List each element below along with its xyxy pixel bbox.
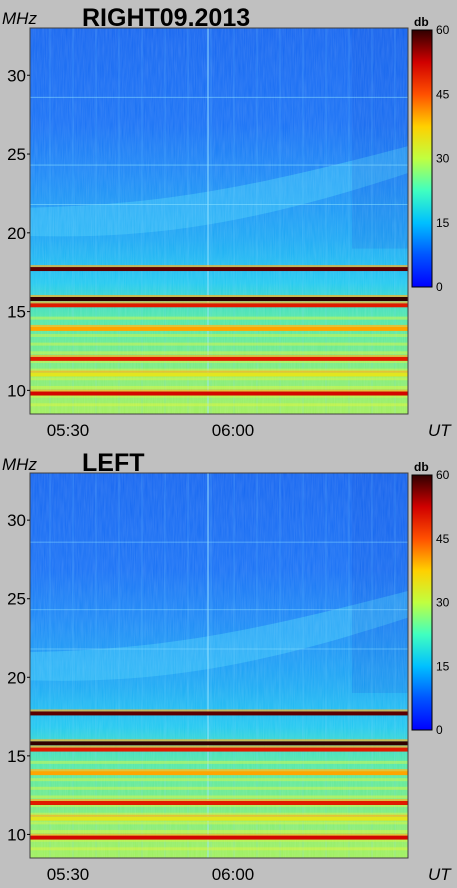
interference-band-0 <box>30 267 408 272</box>
band-texture <box>30 359 408 363</box>
colorbar-tick-label: 60 <box>436 23 450 37</box>
noise-texture <box>30 473 408 858</box>
band-texture <box>30 333 408 337</box>
y-axis-unit: MHz <box>2 455 37 474</box>
plot-border <box>29 472 409 859</box>
interference-band-3 <box>30 771 408 776</box>
colorbar-tick-label: 30 <box>436 596 450 610</box>
colorbar <box>411 29 433 288</box>
x-tick-label: 05:30 <box>47 865 90 884</box>
interference-band-5 <box>30 816 408 821</box>
band-texture <box>30 786 408 790</box>
band-halo-4 <box>30 354 408 357</box>
panel-1: 10 15 20 25 30 05:30 06:00 MHz UT LEFT db 0 15 30 45 60 <box>2 449 452 884</box>
band-texture <box>30 403 408 407</box>
x-tick-label: 06:00 <box>212 421 255 440</box>
interference-band-6 <box>30 391 408 396</box>
noise-texture <box>30 28 408 414</box>
colorbar-tick-label: 15 <box>436 216 450 230</box>
y-tick-label: 25 <box>7 145 26 164</box>
y-tick-label: 20 <box>7 224 26 243</box>
colorbar-tick-label: 15 <box>436 659 450 673</box>
plot-border <box>29 27 409 415</box>
panel-title: LEFT <box>82 449 145 477</box>
band-texture <box>30 394 408 398</box>
colorbar-tick-label: 30 <box>436 152 450 166</box>
y-tick-label: 20 <box>7 668 26 687</box>
band-texture <box>30 847 408 851</box>
interference-band-2 <box>30 747 408 752</box>
band-texture <box>30 377 408 381</box>
band-halo-2 <box>30 745 408 748</box>
interference-band-2 <box>30 303 408 308</box>
band-texture <box>30 804 408 808</box>
band-halo-3 <box>30 769 408 772</box>
interference-band-6 <box>30 835 408 840</box>
colorbar-unit: db <box>414 15 429 29</box>
band-halo-0 <box>30 265 408 268</box>
y-tick-label: 30 <box>7 511 26 530</box>
colorbar-unit: db <box>414 460 429 474</box>
band-halo-1 <box>30 739 408 742</box>
band-texture <box>30 830 408 834</box>
interference-band-1 <box>30 296 408 301</box>
band-texture <box>30 812 408 816</box>
colorbar-tick-label: 60 <box>436 468 450 482</box>
band-halo-2 <box>30 301 408 304</box>
band-texture <box>30 316 408 320</box>
band-halo-1 <box>30 294 408 297</box>
y-tick-label: 10 <box>7 381 26 400</box>
interference-band-1 <box>30 741 408 746</box>
interference-band-4 <box>30 801 408 805</box>
band-halo-6 <box>30 833 408 836</box>
x-axis-unit: UT <box>428 865 452 884</box>
band-texture <box>30 368 408 372</box>
y-axis-unit: MHz <box>2 9 37 28</box>
band-halo-3 <box>30 324 408 327</box>
y-tick-label: 15 <box>7 747 26 766</box>
band-halo-0 <box>30 709 408 712</box>
band-halo-4 <box>30 799 408 801</box>
band-texture <box>30 342 408 346</box>
band-texture <box>30 760 408 764</box>
band-texture <box>30 778 408 782</box>
colorbar-tick-label: 45 <box>436 87 450 101</box>
colorbar-tick-label: 0 <box>436 280 443 294</box>
panel-0: 10 15 20 25 30 05:30 06:00 MHz UT RIGHT09.2013 db 0… <box>2 4 452 440</box>
panel-title: RIGHT09.2013 <box>82 4 250 32</box>
x-tick-label: 06:00 <box>212 865 255 884</box>
colorbar-tick-label: 45 <box>436 532 450 546</box>
x-tick-label: 05:30 <box>47 421 90 440</box>
band-texture <box>30 385 408 389</box>
x-axis-unit: UT <box>428 421 452 440</box>
y-tick-label: 15 <box>7 303 26 322</box>
band-halo-5 <box>30 814 408 817</box>
colorbar <box>411 474 433 731</box>
interference-band-5 <box>30 372 408 377</box>
y-tick-label: 30 <box>7 66 26 85</box>
band-texture <box>30 795 408 799</box>
y-tick-label: 25 <box>7 590 26 609</box>
band-texture <box>30 838 408 842</box>
band-halo-6 <box>30 389 408 392</box>
interference-band-0 <box>30 711 408 716</box>
interference-band-4 <box>30 356 408 361</box>
colorbar-tick-label: 0 <box>436 723 443 737</box>
band-halo-5 <box>30 370 408 373</box>
band-texture <box>30 821 408 825</box>
band-texture <box>30 351 408 355</box>
interference-band-3 <box>30 326 408 331</box>
y-tick-label: 10 <box>7 825 26 844</box>
